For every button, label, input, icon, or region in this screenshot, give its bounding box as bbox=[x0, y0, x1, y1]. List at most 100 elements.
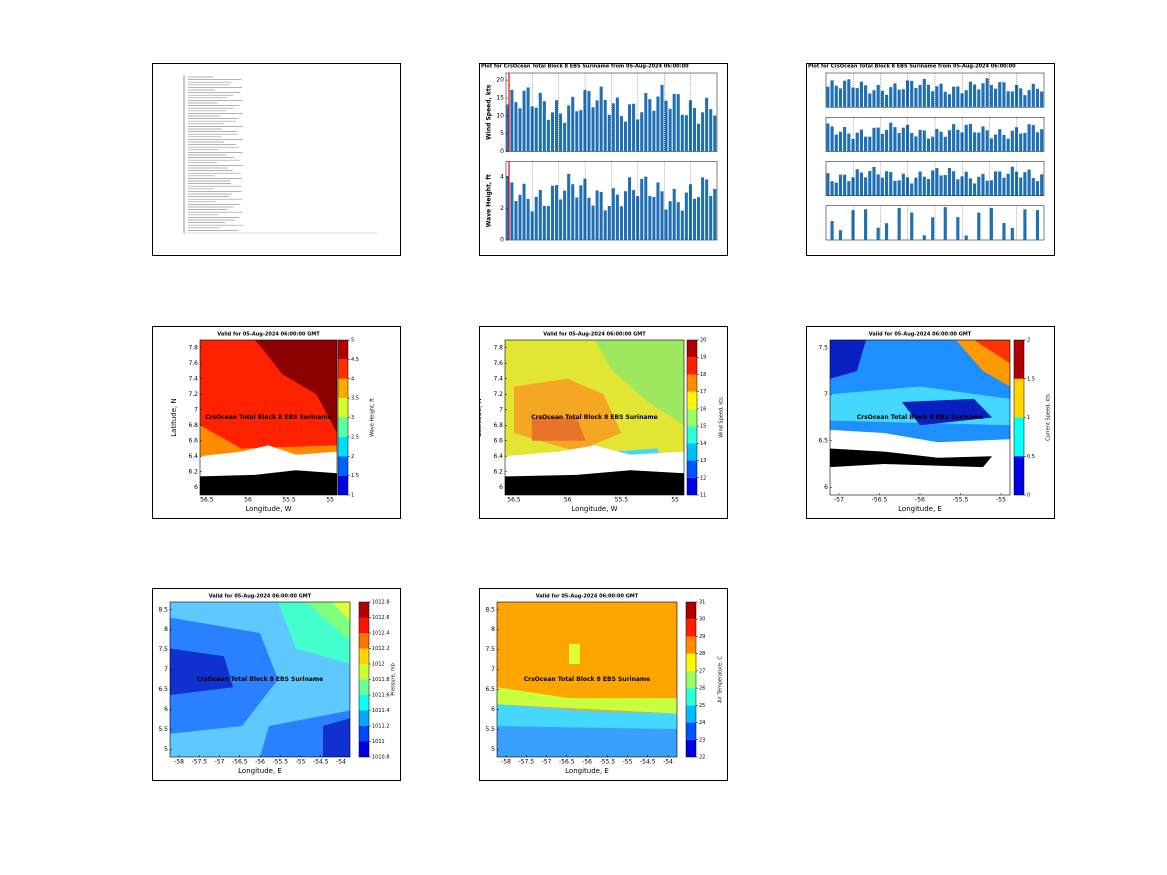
bar bbox=[893, 83, 897, 108]
bar bbox=[838, 131, 843, 152]
colorbar-segment bbox=[686, 688, 696, 706]
colorbar-segment bbox=[359, 726, 369, 742]
annotation: CrsOcean Total Block 8 EBS Suriname bbox=[197, 676, 324, 683]
bar bbox=[688, 100, 692, 152]
x-tick-label: 56 bbox=[564, 497, 572, 504]
bar bbox=[664, 100, 668, 152]
map-region bbox=[497, 687, 677, 714]
map-panel: Valid for 05-Aug-2024 06:00:00 GMT -58 -57… bbox=[479, 588, 728, 781]
x-tick-label: -57 bbox=[215, 759, 225, 766]
colorbar-tick-label: 4 bbox=[351, 376, 354, 382]
bar bbox=[880, 177, 884, 196]
bar bbox=[632, 190, 636, 240]
bar bbox=[876, 84, 880, 108]
bar bbox=[918, 129, 922, 152]
bar bbox=[939, 131, 943, 152]
bar bbox=[550, 185, 554, 240]
y-tick-label: 6.6 bbox=[493, 437, 503, 444]
bar bbox=[981, 173, 985, 196]
colorbar-segment bbox=[338, 340, 348, 360]
bar bbox=[518, 194, 522, 240]
colorbar-tick-label: 1.5 bbox=[351, 473, 359, 479]
colorbar-segment bbox=[338, 417, 348, 437]
y-tick-label: 6.8 bbox=[188, 422, 198, 429]
colorbar-tick-label: 31 bbox=[699, 600, 705, 606]
bar bbox=[713, 188, 717, 240]
y-tick-label: 0 bbox=[500, 237, 504, 244]
bar bbox=[960, 132, 964, 152]
bar bbox=[868, 93, 872, 108]
bar bbox=[514, 102, 518, 152]
bar bbox=[644, 93, 648, 152]
bar bbox=[897, 207, 901, 240]
y-tick-label: 8.5 bbox=[158, 606, 168, 613]
colorbar-tick-label: 5 bbox=[351, 338, 354, 344]
bar bbox=[1002, 82, 1006, 108]
bar bbox=[1019, 177, 1023, 196]
x-tick-label: -58 bbox=[174, 759, 184, 766]
bar bbox=[993, 88, 998, 108]
bar bbox=[534, 107, 538, 152]
bar bbox=[893, 127, 897, 152]
bar bbox=[522, 90, 526, 152]
bar bbox=[897, 132, 901, 152]
bar bbox=[956, 86, 960, 108]
bar bbox=[628, 177, 632, 240]
bar bbox=[619, 116, 623, 152]
bar bbox=[611, 188, 615, 240]
colorbar-segment bbox=[359, 633, 369, 649]
bar bbox=[1035, 181, 1040, 196]
bar bbox=[648, 99, 652, 152]
bar bbox=[884, 171, 889, 196]
colorbar-segment bbox=[686, 619, 696, 637]
panel-border bbox=[152, 588, 401, 781]
x-tick-label: -57.5 bbox=[191, 759, 207, 766]
bar bbox=[830, 181, 834, 196]
document-panel bbox=[152, 63, 401, 256]
colorbar-tick-label: 1011.2 bbox=[372, 724, 390, 730]
bar bbox=[1023, 95, 1027, 108]
colorbar-tick-label: 27 bbox=[699, 668, 705, 674]
bar bbox=[939, 83, 943, 108]
bar bbox=[964, 90, 968, 108]
bar bbox=[973, 132, 977, 152]
bar bbox=[623, 121, 628, 152]
bar bbox=[615, 194, 619, 240]
bar bbox=[985, 78, 989, 108]
bar bbox=[526, 198, 530, 240]
bar bbox=[575, 111, 579, 152]
bar bbox=[1040, 129, 1044, 152]
y-tick-label: 6 bbox=[499, 484, 503, 491]
bar bbox=[697, 123, 701, 152]
bar bbox=[981, 83, 985, 108]
bar bbox=[847, 181, 851, 196]
bar bbox=[1006, 91, 1010, 108]
bar bbox=[968, 81, 972, 108]
bar bbox=[973, 84, 977, 108]
bar bbox=[680, 210, 684, 240]
y-tick-label: 6 bbox=[194, 484, 198, 491]
bar bbox=[968, 178, 972, 196]
map-region bbox=[305, 602, 350, 641]
colorbar-segment bbox=[359, 741, 369, 757]
bar bbox=[579, 185, 583, 240]
x-tick-label: -58 bbox=[501, 759, 511, 766]
bar bbox=[956, 217, 960, 240]
bar bbox=[652, 110, 656, 152]
x-tick-label: -55.5 bbox=[272, 759, 288, 766]
bar bbox=[989, 138, 993, 152]
colorbar-tick-label: 19 bbox=[700, 355, 706, 361]
bar bbox=[510, 182, 514, 240]
bar bbox=[571, 184, 575, 240]
bar bbox=[952, 86, 956, 108]
map-region bbox=[902, 398, 992, 426]
bar bbox=[701, 177, 705, 240]
y-tick-label: 8.5 bbox=[485, 606, 495, 613]
bar bbox=[872, 90, 876, 108]
bar bbox=[1002, 177, 1006, 196]
panel-border bbox=[152, 63, 401, 256]
bar bbox=[680, 114, 684, 152]
colorbar-tick-label: 1012 bbox=[372, 662, 385, 668]
y-tick-label: 6.4 bbox=[493, 453, 503, 460]
colorbar-segment bbox=[338, 475, 348, 495]
